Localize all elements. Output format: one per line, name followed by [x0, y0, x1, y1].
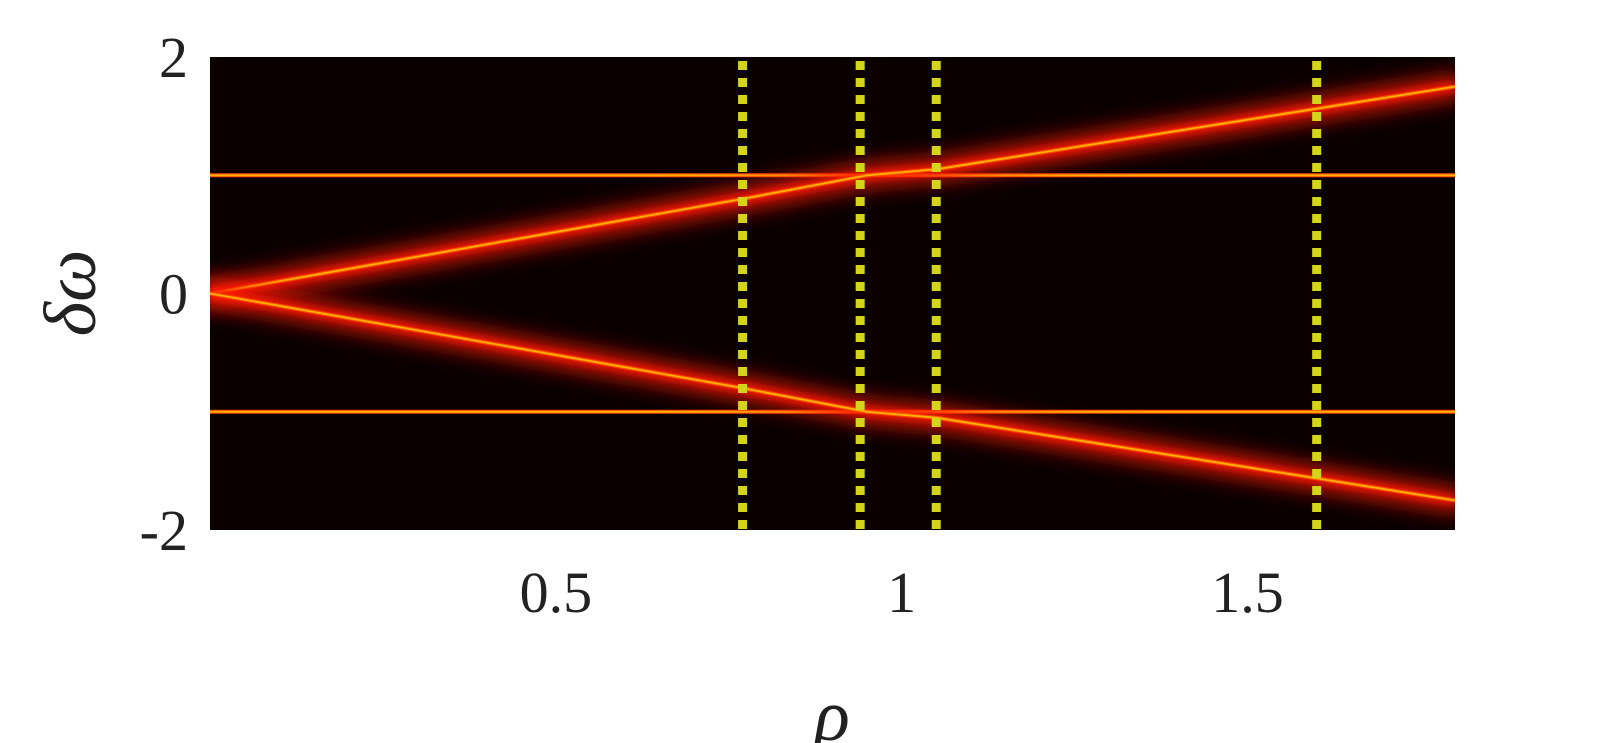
y-axis-label: δω	[30, 250, 112, 337]
x-tick-label-2: 1	[887, 560, 916, 625]
branches-layer	[210, 75, 1455, 512]
spectral-branch-4	[210, 282, 1455, 512]
y-tick-label-3: -2	[140, 498, 188, 563]
x-tick-label-1: 0.5	[520, 560, 593, 625]
x-tick-labels: 0.5 1 1.5	[520, 560, 1284, 625]
y-tick-labels: 2 0 -2	[140, 25, 188, 563]
spectral-branch-3	[210, 75, 1455, 305]
y-tick-label-2: 0	[159, 262, 188, 327]
plot-background	[210, 57, 1455, 530]
x-axis-label: ρ	[812, 675, 850, 743]
x-tick-label-3: 1.5	[1211, 560, 1284, 625]
y-tick-label-1: 2	[159, 25, 188, 90]
